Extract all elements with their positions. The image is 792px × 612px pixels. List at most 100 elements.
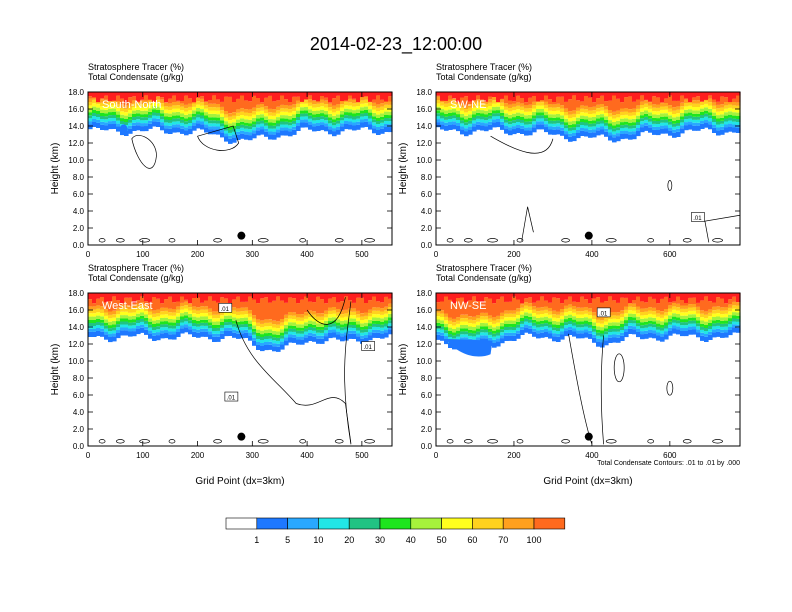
tracer-band <box>592 337 597 343</box>
tracer-band <box>700 112 705 115</box>
tracer-band <box>140 100 145 104</box>
tracer-band <box>316 100 321 104</box>
tracer-band <box>524 318 529 322</box>
tracer-band <box>624 111 629 115</box>
tracer-band <box>164 307 169 311</box>
tracer-band <box>292 107 297 112</box>
tracer-band <box>360 97 365 101</box>
tracer-band <box>512 101 517 104</box>
tracer-band <box>372 92 377 100</box>
tracer-band <box>736 116 741 119</box>
tracer-band <box>512 296 517 311</box>
tracer-band <box>208 120 213 124</box>
tracer-band <box>608 337 613 343</box>
tracer-band <box>308 105 313 110</box>
tracer-band <box>288 125 293 129</box>
tracer-band <box>736 127 741 133</box>
tracer-band <box>444 316 449 321</box>
tracer-band <box>540 118 545 122</box>
tracer-band <box>564 322 569 326</box>
tracer-band <box>200 293 205 303</box>
x-tick-label: 100 <box>136 250 150 259</box>
tracer-band <box>172 127 177 133</box>
tracer-band <box>712 127 717 133</box>
tracer-band <box>700 300 705 311</box>
tracer-band <box>148 111 153 115</box>
tracer-band <box>548 327 553 331</box>
tracer-band <box>616 124 621 128</box>
tracer-band <box>460 123 465 127</box>
tracer-band <box>232 112 237 116</box>
tracer-band <box>696 96 701 101</box>
tracer-band <box>648 121 653 125</box>
tracer-band <box>640 127 645 133</box>
tracer-band <box>220 113 225 117</box>
tracer-band <box>148 311 153 315</box>
x-tick-label: 200 <box>507 250 521 259</box>
tracer-band <box>552 126 557 130</box>
tracer-band <box>268 95 273 109</box>
tracer-band <box>380 293 385 303</box>
tracer-band <box>688 320 693 324</box>
tracer-band <box>660 336 665 342</box>
tracer-band <box>264 322 269 327</box>
tracer-band <box>324 100 329 105</box>
tracer-band <box>676 326 681 330</box>
tracer-band <box>580 293 585 297</box>
tracer-band <box>700 313 705 318</box>
tracer-band <box>372 332 377 338</box>
tracer-band <box>244 317 249 321</box>
tracer-band <box>196 297 201 308</box>
tracer-band <box>496 122 501 128</box>
tracer-band <box>256 127 261 131</box>
tracer-band <box>564 112 569 116</box>
tracer-band <box>696 326 701 330</box>
y-tick-label: 16.0 <box>416 105 432 114</box>
tracer-band <box>652 298 657 308</box>
tracer-band <box>572 301 577 306</box>
tracer-band <box>100 98 105 100</box>
tracer-band <box>496 332 501 336</box>
tracer-band <box>476 115 481 119</box>
tracer-band <box>332 317 337 321</box>
tracer-band <box>668 95 673 106</box>
tracer-band <box>536 327 541 331</box>
tracer-band <box>288 322 293 326</box>
tracer-band <box>264 326 269 330</box>
tracer-band <box>300 107 305 111</box>
tracer-band <box>288 334 293 338</box>
tracer-band <box>604 116 609 120</box>
tracer-band <box>164 113 169 117</box>
tracer-band <box>228 327 233 331</box>
tracer-band <box>112 310 117 315</box>
tracer-band <box>160 321 165 325</box>
tracer-band <box>628 317 633 320</box>
tracer-band <box>492 107 497 111</box>
tracer-band <box>148 324 153 328</box>
tracer-band <box>156 329 161 333</box>
tracer-band <box>368 102 373 106</box>
tracer-band <box>560 96 565 106</box>
tracer-band <box>340 107 345 111</box>
tracer-band <box>588 324 593 328</box>
tracer-band <box>384 124 389 127</box>
tracer-band <box>152 310 157 314</box>
tracer-band <box>120 293 125 303</box>
tracer-band <box>320 96 325 100</box>
tracer-band <box>656 130 661 136</box>
tracer-band <box>712 329 717 333</box>
tracer-band <box>260 114 265 118</box>
tracer-band <box>216 318 221 322</box>
tracer-band <box>196 114 201 118</box>
tracer-band <box>712 102 717 106</box>
tracer-band <box>600 117 605 121</box>
tracer-band <box>516 327 521 331</box>
tracer-band <box>132 325 137 329</box>
tracer-band <box>720 317 725 321</box>
tracer-band <box>280 111 285 116</box>
tracer-band <box>488 112 493 116</box>
tracer-band <box>732 321 737 325</box>
tracer-band <box>292 96 297 105</box>
tracer-band <box>576 330 581 334</box>
tracer-band <box>684 303 689 306</box>
